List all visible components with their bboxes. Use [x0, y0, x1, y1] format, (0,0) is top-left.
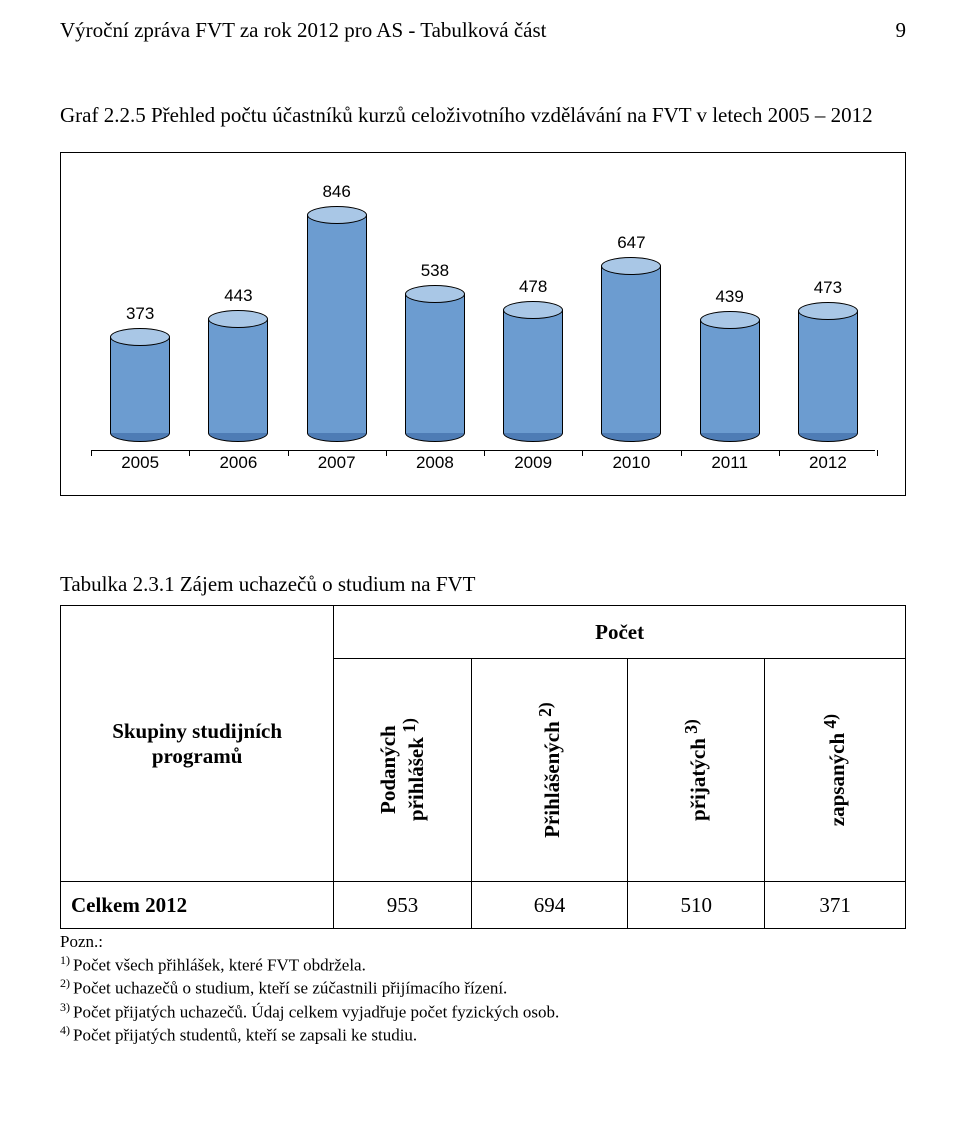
footnotes: Pozn.: 1) Počet všech přihlášek, které F…	[60, 931, 906, 1046]
bar-top-cap	[700, 311, 760, 329]
chart-bar: 439	[700, 302, 760, 433]
footnote-text: Počet přijatých uchazečů. Údaj celkem vy…	[73, 1002, 559, 1021]
column-header-cell: přijatých 3)	[628, 659, 765, 882]
chart-bar: 473	[798, 293, 858, 433]
column-header-sup: 4)	[820, 713, 840, 732]
x-axis-label: 2007	[307, 453, 367, 473]
bar-value-label: 846	[307, 182, 367, 202]
bar-body	[503, 310, 563, 433]
column-header-sup: 1)	[399, 718, 419, 737]
chart-bar: 478	[503, 292, 563, 433]
bar-top-cap	[208, 310, 268, 328]
chart-bar: 538	[405, 276, 465, 433]
header-title: Výroční zpráva FVT za rok 2012 pro AS - …	[60, 18, 546, 43]
table-heading: Tabulka 2.3.1 Zájem uchazečů o studium n…	[60, 572, 906, 597]
bar-top-cap	[307, 206, 367, 224]
chart-bar: 443	[208, 301, 268, 433]
column-header-line2: přihlášek 1)	[400, 718, 428, 821]
chart-frame: 373443846538478647439473 200520062007200…	[60, 152, 906, 496]
x-axis-line	[91, 450, 875, 451]
table-row-head1: Skupiny studijních programů Počet	[61, 606, 906, 659]
bar-value-label: 439	[700, 287, 760, 307]
x-axis-label: 2012	[798, 453, 858, 473]
row-header-cell: Skupiny studijních programů	[61, 606, 334, 882]
bar-body	[307, 215, 367, 433]
x-axis-label: 2009	[503, 453, 563, 473]
row-value: 953	[334, 882, 471, 929]
x-axis-label: 2010	[601, 453, 661, 473]
chart-bar: 647	[601, 248, 661, 433]
x-axis-label: 2006	[208, 453, 268, 473]
bar-body	[601, 266, 661, 433]
footnote-item: 1) Počet všech přihlášek, které FVT obdr…	[60, 953, 906, 976]
bar-value-label: 538	[405, 261, 465, 281]
column-header-line1: zapsaných 4)	[821, 713, 849, 825]
footnote-item: 4) Počet přijatých studentů, kteří se za…	[60, 1023, 906, 1046]
column-header-line1: přijatých 3)	[682, 719, 710, 821]
bar-body	[700, 320, 760, 433]
table-body: Celkem 2012953694510371	[61, 882, 906, 929]
column-header-sup: 3)	[681, 719, 701, 738]
chart-heading: Graf 2.2.5 Přehled počtu účastníků kurzů…	[60, 103, 906, 128]
bar-value-label: 647	[601, 233, 661, 253]
row-value: 694	[471, 882, 628, 929]
bar-top-cap	[798, 302, 858, 320]
chart-bar: 846	[307, 197, 367, 433]
x-axis-label: 2011	[700, 453, 760, 473]
axis-tick	[877, 450, 878, 456]
column-header-rot: přijatých 3)	[682, 719, 710, 821]
footnote-item: 3) Počet přijatých uchazečů. Údaj celkem…	[60, 1000, 906, 1023]
footnote-sup: 2)	[60, 976, 73, 990]
bar-value-label: 443	[208, 286, 268, 306]
x-axis-label: 2005	[110, 453, 170, 473]
footnote-sup: 4)	[60, 1023, 73, 1037]
bar-top-cap	[503, 301, 563, 319]
bar-value-label: 373	[110, 304, 170, 324]
count-header-cell: Počet	[334, 606, 906, 659]
bar-body	[798, 311, 858, 433]
column-header-cell: zapsaných 4)	[765, 659, 906, 882]
footnote-list: 1) Počet všech přihlášek, které FVT obdr…	[60, 953, 906, 1047]
table-row: Celkem 2012953694510371	[61, 882, 906, 929]
column-header-sup: 2)	[534, 702, 554, 721]
footnote-sup: 1)	[60, 953, 73, 967]
chart-area: 373 443 846 538 478 647 439 473	[91, 177, 875, 433]
x-axis-label: 2008	[405, 453, 465, 473]
chart-bar: 373	[110, 319, 170, 433]
footnote-sup: 3)	[60, 1000, 73, 1014]
interest-table: Skupiny studijních programů Počet Podaný…	[60, 605, 906, 929]
footnote-text: Počet všech přihlášek, které FVT obdržel…	[73, 955, 366, 974]
row-value: 510	[628, 882, 765, 929]
bar-body	[110, 337, 170, 433]
column-header-rot: zapsaných 4)	[821, 713, 849, 825]
header-page-number: 9	[896, 18, 907, 43]
bar-body	[405, 294, 465, 433]
row-value: 371	[765, 882, 906, 929]
bar-value-label: 478	[503, 277, 563, 297]
column-header-rot: Přihlášených 2)	[535, 702, 563, 838]
column-header-rot: Podanýchpřihlášek 1)	[377, 718, 428, 821]
footnote-text: Počet uchazečů o studium, kteří se zúčas…	[73, 979, 507, 998]
bar-body	[208, 319, 268, 433]
page-header: Výroční zpráva FVT za rok 2012 pro AS - …	[60, 18, 906, 43]
column-header-cell: Přihlášených 2)	[471, 659, 628, 882]
bar-value-label: 473	[798, 278, 858, 298]
footnote-text: Počet přijatých studentů, kteří se zapsa…	[73, 1026, 417, 1045]
row-label: Celkem 2012	[61, 882, 334, 929]
x-axis-labels: 2005 2006 2007 2008 2009 2010 2011 2012	[91, 453, 875, 477]
footnote-lead: Pozn.:	[60, 931, 906, 953]
footnote-item: 2) Počet uchazečů o studium, kteří se zú…	[60, 976, 906, 999]
column-header-line1: Podaných	[377, 718, 400, 821]
bar-top-cap	[110, 328, 170, 346]
column-header-line1: Přihlášených 2)	[535, 702, 563, 838]
column-header-cell: Podanýchpřihlášek 1)	[334, 659, 471, 882]
